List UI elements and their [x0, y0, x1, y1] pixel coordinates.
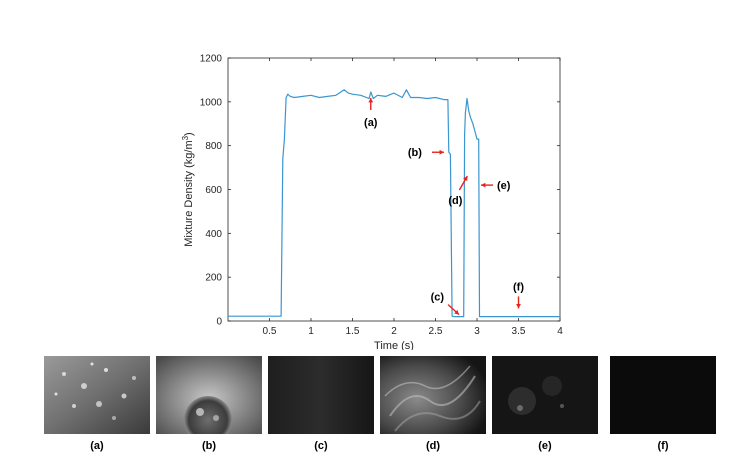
- annotation-label: (a): [364, 117, 378, 129]
- x-tick-label: 1.5: [346, 326, 360, 337]
- panel-label-c: (c): [314, 440, 328, 452]
- y-tick-label: 400: [205, 229, 222, 240]
- annotation-arrow-0-head: [368, 97, 374, 103]
- plot-area: [227, 57, 561, 322]
- annotation-label: (d): [448, 195, 462, 207]
- panel-image-e: [492, 356, 598, 434]
- x-axis-label: Time (s): [374, 340, 414, 350]
- panel-label-e: (e): [538, 440, 552, 452]
- x-tick-label: 0.5: [263, 326, 277, 337]
- x-tick-label: 3: [474, 326, 480, 337]
- density-chart: 0.5 1 1.5 2 2.5 3 3.5 4 0 200 400 600 800 1000 1200 Tim…: [181, 54, 563, 351]
- x-tick-label: 2: [391, 326, 397, 337]
- annotation-label: (e): [497, 180, 511, 192]
- panel-image-f: [610, 356, 716, 434]
- panel-image-a: [44, 356, 150, 434]
- x-tick-label: 4: [557, 326, 563, 337]
- y-tick-label: 1000: [200, 97, 223, 108]
- annotation-arrow-4-head: [481, 182, 486, 188]
- y-tick-label: 600: [205, 185, 222, 196]
- panel-label-f: (f): [657, 440, 669, 452]
- annotation-label: (b): [408, 147, 422, 159]
- annotation-arrow-2-head: [454, 309, 460, 315]
- annotation-arrow-3-head: [463, 175, 468, 181]
- panel-label-b: (b): [201, 440, 217, 452]
- panel-image-c: [268, 356, 374, 434]
- y-tick-label: 800: [205, 141, 222, 152]
- y-tick-label: 1200: [200, 54, 223, 65]
- annotation-label: (c): [431, 292, 445, 304]
- x-tick-label: 2.5: [429, 326, 443, 337]
- y-axis-label: Mixture Density (kg/m3): [181, 132, 195, 246]
- y-tick-label: 200: [205, 273, 222, 284]
- annotation-arrow-5-head: [516, 304, 521, 309]
- x-tick-label: 1: [308, 326, 314, 337]
- panel-label-a: (a): [90, 440, 104, 452]
- panel-image-b: [156, 356, 262, 444]
- panel-image-d: [380, 356, 486, 434]
- annotation-label: (f): [513, 281, 524, 293]
- y-tick-label: 0: [216, 317, 222, 328]
- x-tick-label: 3.5: [512, 326, 526, 337]
- panel-label-d: (d): [425, 440, 441, 452]
- series-line-0: [228, 89, 560, 318]
- annotation-arrow-1-head: [439, 149, 444, 155]
